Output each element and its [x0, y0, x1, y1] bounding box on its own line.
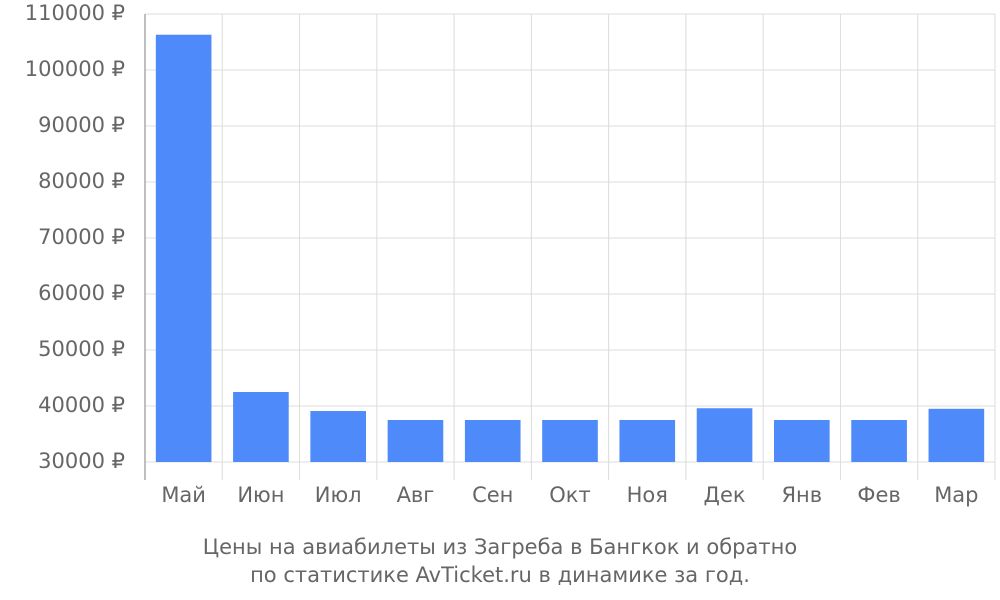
- bar: [387, 420, 444, 462]
- x-tick-label: Мар: [934, 483, 978, 507]
- x-tick-label: Фев: [857, 483, 900, 507]
- bar: [928, 408, 985, 462]
- bar: [155, 34, 212, 462]
- bar: [851, 420, 907, 462]
- y-tick-label: 30000 ₽: [38, 449, 125, 473]
- y-tick-label: 80000 ₽: [38, 169, 125, 193]
- chart-title: по статистике AvTicket.ru в динамике за …: [250, 563, 750, 587]
- bar: [619, 420, 676, 462]
- x-tick-label: Дек: [704, 483, 746, 507]
- bar: [542, 420, 598, 462]
- bar: [233, 392, 289, 462]
- y-tick-label: 110000 ₽: [25, 1, 125, 25]
- y-tick-label: 90000 ₽: [38, 113, 125, 137]
- chart-title: Цены на авиабилеты из Загреба в Бангкок …: [203, 535, 797, 559]
- x-tick-label: Окт: [549, 483, 590, 507]
- y-tick-label: 40000 ₽: [38, 393, 125, 417]
- x-tick-label: Июл: [315, 483, 362, 507]
- x-tick-label: Сен: [472, 483, 513, 507]
- x-tick-label: Май: [161, 483, 206, 507]
- x-tick-label: Июн: [237, 483, 284, 507]
- y-tick-label: 60000 ₽: [38, 281, 125, 305]
- bar: [774, 420, 830, 462]
- bar: [464, 420, 521, 462]
- bar: [310, 411, 366, 462]
- x-tick-label: Янв: [781, 483, 822, 507]
- x-tick-label: Ноя: [627, 483, 668, 507]
- bar: [696, 408, 753, 462]
- y-tick-label: 100000 ₽: [25, 57, 125, 81]
- y-tick-label: 70000 ₽: [38, 225, 125, 249]
- x-tick-label: Авг: [397, 483, 435, 507]
- y-tick-label: 50000 ₽: [38, 337, 125, 361]
